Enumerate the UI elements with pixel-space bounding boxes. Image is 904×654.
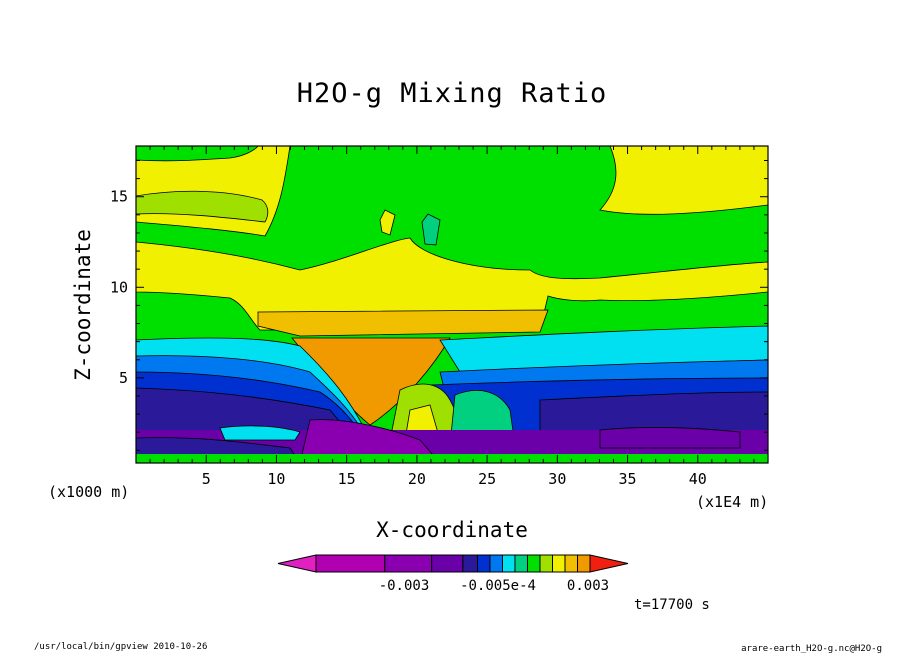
- colorbar-swatch: [526, 554, 541, 573]
- colorbar-label-1: -0.003: [379, 578, 430, 594]
- footer-left: /usr/local/bin/gpview 2010-10-26: [34, 642, 207, 652]
- colorbar-swatch: [462, 554, 478, 573]
- y-tick-label-10: 10: [110, 278, 128, 296]
- colorbar-swatch: [564, 554, 578, 573]
- colorbar-swatch: [576, 554, 591, 573]
- colorbar-swatch: [501, 554, 516, 573]
- colorbar-swatch: [384, 554, 433, 573]
- x-tick-label-35: 35: [619, 470, 637, 488]
- x-tick-label-10: 10: [267, 470, 285, 488]
- colorbar-swatch: [489, 554, 503, 573]
- x-tick-label-30: 30: [548, 470, 566, 488]
- colorbar-swatch: [514, 554, 528, 573]
- footer-right: arare-earth_H2O-g.nc@H2O-g: [741, 644, 882, 654]
- x-tick-label-25: 25: [478, 470, 496, 488]
- x-tick-label-20: 20: [408, 470, 426, 488]
- colorbar-swatch: [551, 554, 566, 573]
- x-scale-note: (x1E4 m): [696, 493, 768, 511]
- x-tick-label-40: 40: [689, 470, 707, 488]
- colorbar-swatch: [539, 554, 553, 573]
- y-tick-label-15: 15: [110, 188, 128, 206]
- x-axis: 5 10 15 20 25 30 35 40: [149, 146, 755, 488]
- colorbar-swatch: [315, 554, 386, 573]
- colorbar-arrow-left: [277, 554, 317, 573]
- chart-title: H2O-g Mixing Ratio: [296, 78, 608, 109]
- plot-frame: [135, 145, 769, 464]
- x-tick-label-15: 15: [338, 470, 356, 488]
- colorbar-arrow-right: [589, 554, 629, 573]
- y-axis-title: Z-coordinate: [71, 229, 95, 381]
- y-axis: 5 10 15: [110, 159, 768, 451]
- colorbar-swatch: [476, 554, 491, 573]
- colorbar: [277, 554, 629, 573]
- time-label: t=17700 s: [634, 597, 710, 613]
- contour-field: [136, 146, 768, 463]
- x-tick-label-5: 5: [202, 470, 211, 488]
- y-tick-label-5: 5: [119, 369, 128, 387]
- x-axis-title: X-coordinate: [376, 518, 528, 542]
- colorbar-label-3: 0.003: [567, 578, 609, 594]
- x-unit-note: (x1000 m): [48, 483, 129, 501]
- colorbar-label-2: -0.005e-4: [460, 578, 536, 594]
- colorbar-swatch: [431, 554, 464, 573]
